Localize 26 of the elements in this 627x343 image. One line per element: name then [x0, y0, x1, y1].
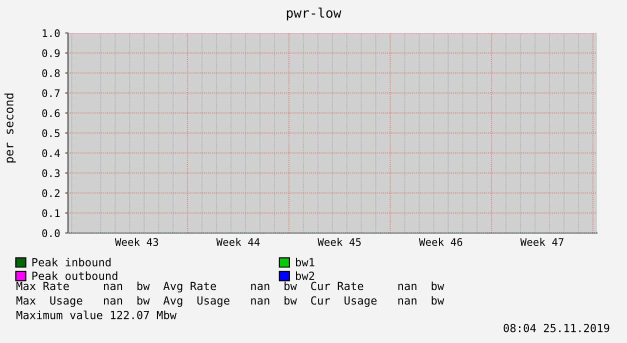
y-tick-label: 0.6 [42, 109, 60, 118]
y-tick-label: 0.5 [42, 129, 60, 138]
x-tick-label: Week 43 [114, 238, 158, 246]
text: Max Rate nan bw Avg Rate nan bw Cur Rate nan bw [16, 282, 444, 292]
legend-label: bw2 [296, 271, 314, 280]
y-tick-label: 1.0 [42, 29, 60, 38]
text: Maximum value 122.07 Mbw [16, 310, 177, 320]
x-tick-label: Week 46 [418, 238, 462, 246]
text: Max Usage nan bw Avg Usage nan bw Cur Usage nan bw [16, 296, 444, 307]
y-tick-label: 0.9 [42, 49, 60, 58]
y-axis-title: per second [4, 94, 16, 162]
chart-title: pwr-low [286, 8, 342, 20]
y-tick-label: 0.8 [42, 69, 60, 78]
y-tick-label: 0.3 [42, 169, 60, 178]
y-tick-label: 0.2 [42, 189, 60, 198]
x-tick-label: Week 47 [520, 238, 564, 246]
x-tick-label: Week 44 [216, 238, 260, 246]
text: 08:04 25.11.2019 [504, 324, 610, 332]
legend-label: Peak inbound [32, 258, 111, 266]
legend-label: bw1 [296, 258, 314, 266]
y-tick-label: 0.1 [42, 209, 60, 218]
y-tick-label: 0.4 [42, 149, 60, 158]
x-tick-label: Week 45 [318, 238, 361, 246]
legend-label: Peak outbound [32, 271, 118, 280]
y-tick-label: 0.0 [42, 229, 60, 238]
y-tick-label: 0.7 [42, 89, 60, 98]
